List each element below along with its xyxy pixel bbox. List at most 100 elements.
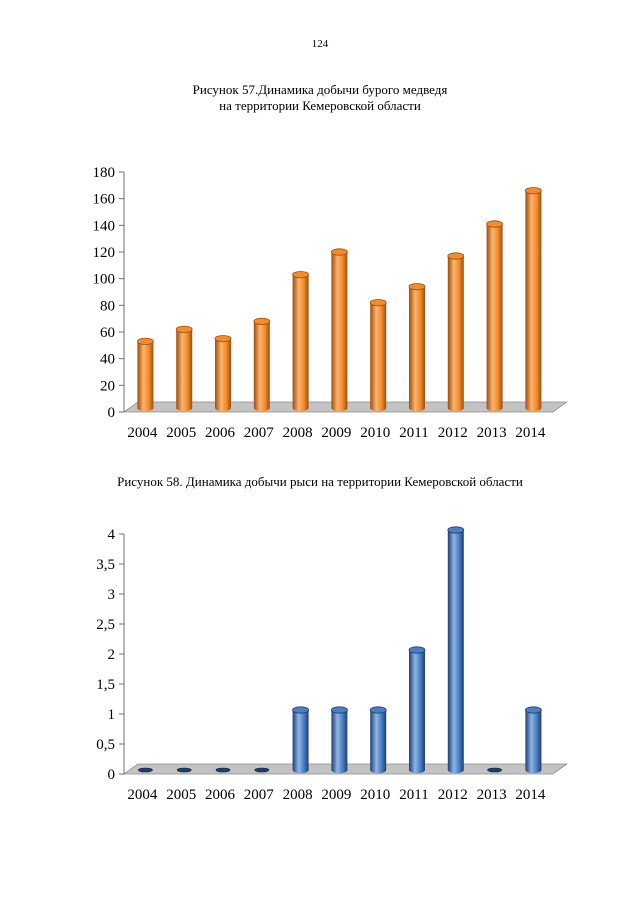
y-tick-label: 60 bbox=[100, 325, 115, 341]
x-tick-label: 2012 bbox=[438, 425, 468, 441]
bar-top bbox=[176, 767, 192, 773]
bar bbox=[292, 271, 310, 412]
bar bbox=[214, 335, 232, 412]
y-tick-label: 3,5 bbox=[96, 557, 115, 573]
y-tick-label: 180 bbox=[93, 165, 116, 181]
bar bbox=[408, 646, 426, 774]
y-tick-label: 0 bbox=[108, 405, 116, 421]
x-tick-label: 2007 bbox=[244, 425, 275, 441]
bar bbox=[369, 299, 387, 412]
y-tick-label: 120 bbox=[93, 245, 116, 261]
y-tick-label: 1,5 bbox=[96, 677, 115, 693]
bar-top bbox=[330, 706, 348, 714]
figure-58-caption: Рисунок 58. Динамика добычи рыси на терр… bbox=[117, 474, 523, 489]
bar-body bbox=[292, 274, 309, 412]
bar-top bbox=[447, 252, 465, 260]
y-tick-label: 20 bbox=[100, 378, 115, 394]
bar-body bbox=[331, 252, 348, 412]
bar bbox=[330, 706, 348, 774]
bar bbox=[136, 337, 154, 412]
bar bbox=[138, 767, 153, 773]
x-tick-label: 2010 bbox=[360, 425, 390, 441]
y-tick-label: 0 bbox=[108, 767, 116, 783]
bar bbox=[215, 767, 231, 773]
bar-top bbox=[214, 335, 232, 343]
figure-57-caption-line-1: Рисунок 57.Динамика добычи бурого медвед… bbox=[192, 82, 448, 97]
x-tick-label: 2010 bbox=[360, 787, 390, 803]
bar-body bbox=[137, 341, 154, 412]
bar-body bbox=[525, 190, 542, 412]
bar-top bbox=[254, 767, 270, 773]
bar bbox=[175, 325, 193, 412]
bar-top bbox=[525, 187, 542, 195]
x-tick-label: 2008 bbox=[283, 425, 313, 441]
bar-body bbox=[292, 710, 309, 774]
bar-top bbox=[292, 706, 310, 714]
y-tick-label: 3 bbox=[108, 587, 116, 603]
bar-top bbox=[369, 299, 387, 307]
bar-top bbox=[136, 337, 154, 345]
bar-body bbox=[447, 256, 464, 412]
bar-body bbox=[215, 338, 231, 412]
bar-body bbox=[331, 710, 348, 774]
bar-top bbox=[330, 248, 348, 256]
bar-body bbox=[409, 650, 425, 774]
bar-top bbox=[408, 283, 426, 291]
bar-top bbox=[369, 706, 387, 714]
bar-top bbox=[138, 767, 153, 773]
x-tick-label: 2011 bbox=[399, 787, 428, 803]
bar-body bbox=[525, 710, 542, 774]
bar bbox=[525, 706, 542, 774]
x-tick-label: 2014 bbox=[515, 425, 546, 441]
x-tick-label: 2005 bbox=[166, 425, 196, 441]
bear-harvest-chart: 0 20 40 60 80 100 120 140 160 180 2004 2005 2006 2007… bbox=[93, 165, 569, 441]
bar-body bbox=[409, 286, 425, 412]
x-tick-label: 2013 bbox=[477, 787, 507, 803]
bar-body bbox=[447, 530, 464, 774]
lynx-harvest-chart: 0 0,5 1 1,5 2 2,5 3 3,5 4 2004 2005 2006 2007 2008 200… bbox=[96, 526, 569, 803]
bar bbox=[447, 252, 465, 412]
x-tick-label: 2011 bbox=[399, 425, 428, 441]
y-tick-label: 140 bbox=[93, 218, 116, 234]
figure-57-caption-line-2: на территории Кемеровской области bbox=[219, 98, 421, 113]
x-tick-label: 2009 bbox=[321, 425, 351, 441]
y-tick-label: 40 bbox=[100, 352, 115, 368]
bar bbox=[176, 767, 192, 773]
y-tick-label: 2 bbox=[108, 647, 116, 663]
bar bbox=[292, 706, 310, 774]
bar-body bbox=[253, 321, 270, 412]
x-tick-label: 2008 bbox=[283, 787, 313, 803]
figure-57-caption: Рисунок 57.Динамика добычи бурого медвед… bbox=[0, 82, 640, 114]
bar bbox=[487, 767, 502, 773]
bar-top bbox=[175, 325, 193, 333]
x-tick-label: 2005 bbox=[166, 787, 196, 803]
bar-top bbox=[486, 220, 504, 228]
x-tick-label: 2014 bbox=[515, 787, 546, 803]
page-number: 124 bbox=[311, 38, 329, 50]
x-tick-label: 2006 bbox=[205, 425, 236, 441]
x-tick-label: 2012 bbox=[438, 787, 468, 803]
bar-body bbox=[370, 710, 387, 774]
bar-body bbox=[486, 224, 503, 412]
bar-top bbox=[447, 526, 465, 534]
bar bbox=[330, 248, 348, 412]
bar-body bbox=[370, 302, 387, 412]
y-tick-label: 2,5 bbox=[96, 617, 115, 633]
x-tick-label: 2009 bbox=[321, 787, 351, 803]
x-tick-label: 2006 bbox=[205, 787, 236, 803]
bar bbox=[254, 767, 270, 773]
y-tick-label: 160 bbox=[93, 192, 116, 208]
bar-top bbox=[525, 706, 542, 714]
y-tick-label: 4 bbox=[108, 527, 116, 543]
bar bbox=[447, 526, 465, 774]
bar-top bbox=[408, 646, 426, 654]
bar bbox=[408, 283, 426, 412]
x-tick-label: 2007 bbox=[244, 787, 275, 803]
bar bbox=[253, 317, 271, 412]
y-tick-label: 1 bbox=[108, 707, 116, 723]
y-tick-label: 80 bbox=[100, 298, 115, 314]
x-tick-label: 2013 bbox=[477, 425, 507, 441]
bar-top bbox=[253, 317, 271, 325]
bar bbox=[525, 187, 542, 412]
x-tick-label: 2004 bbox=[127, 787, 158, 803]
